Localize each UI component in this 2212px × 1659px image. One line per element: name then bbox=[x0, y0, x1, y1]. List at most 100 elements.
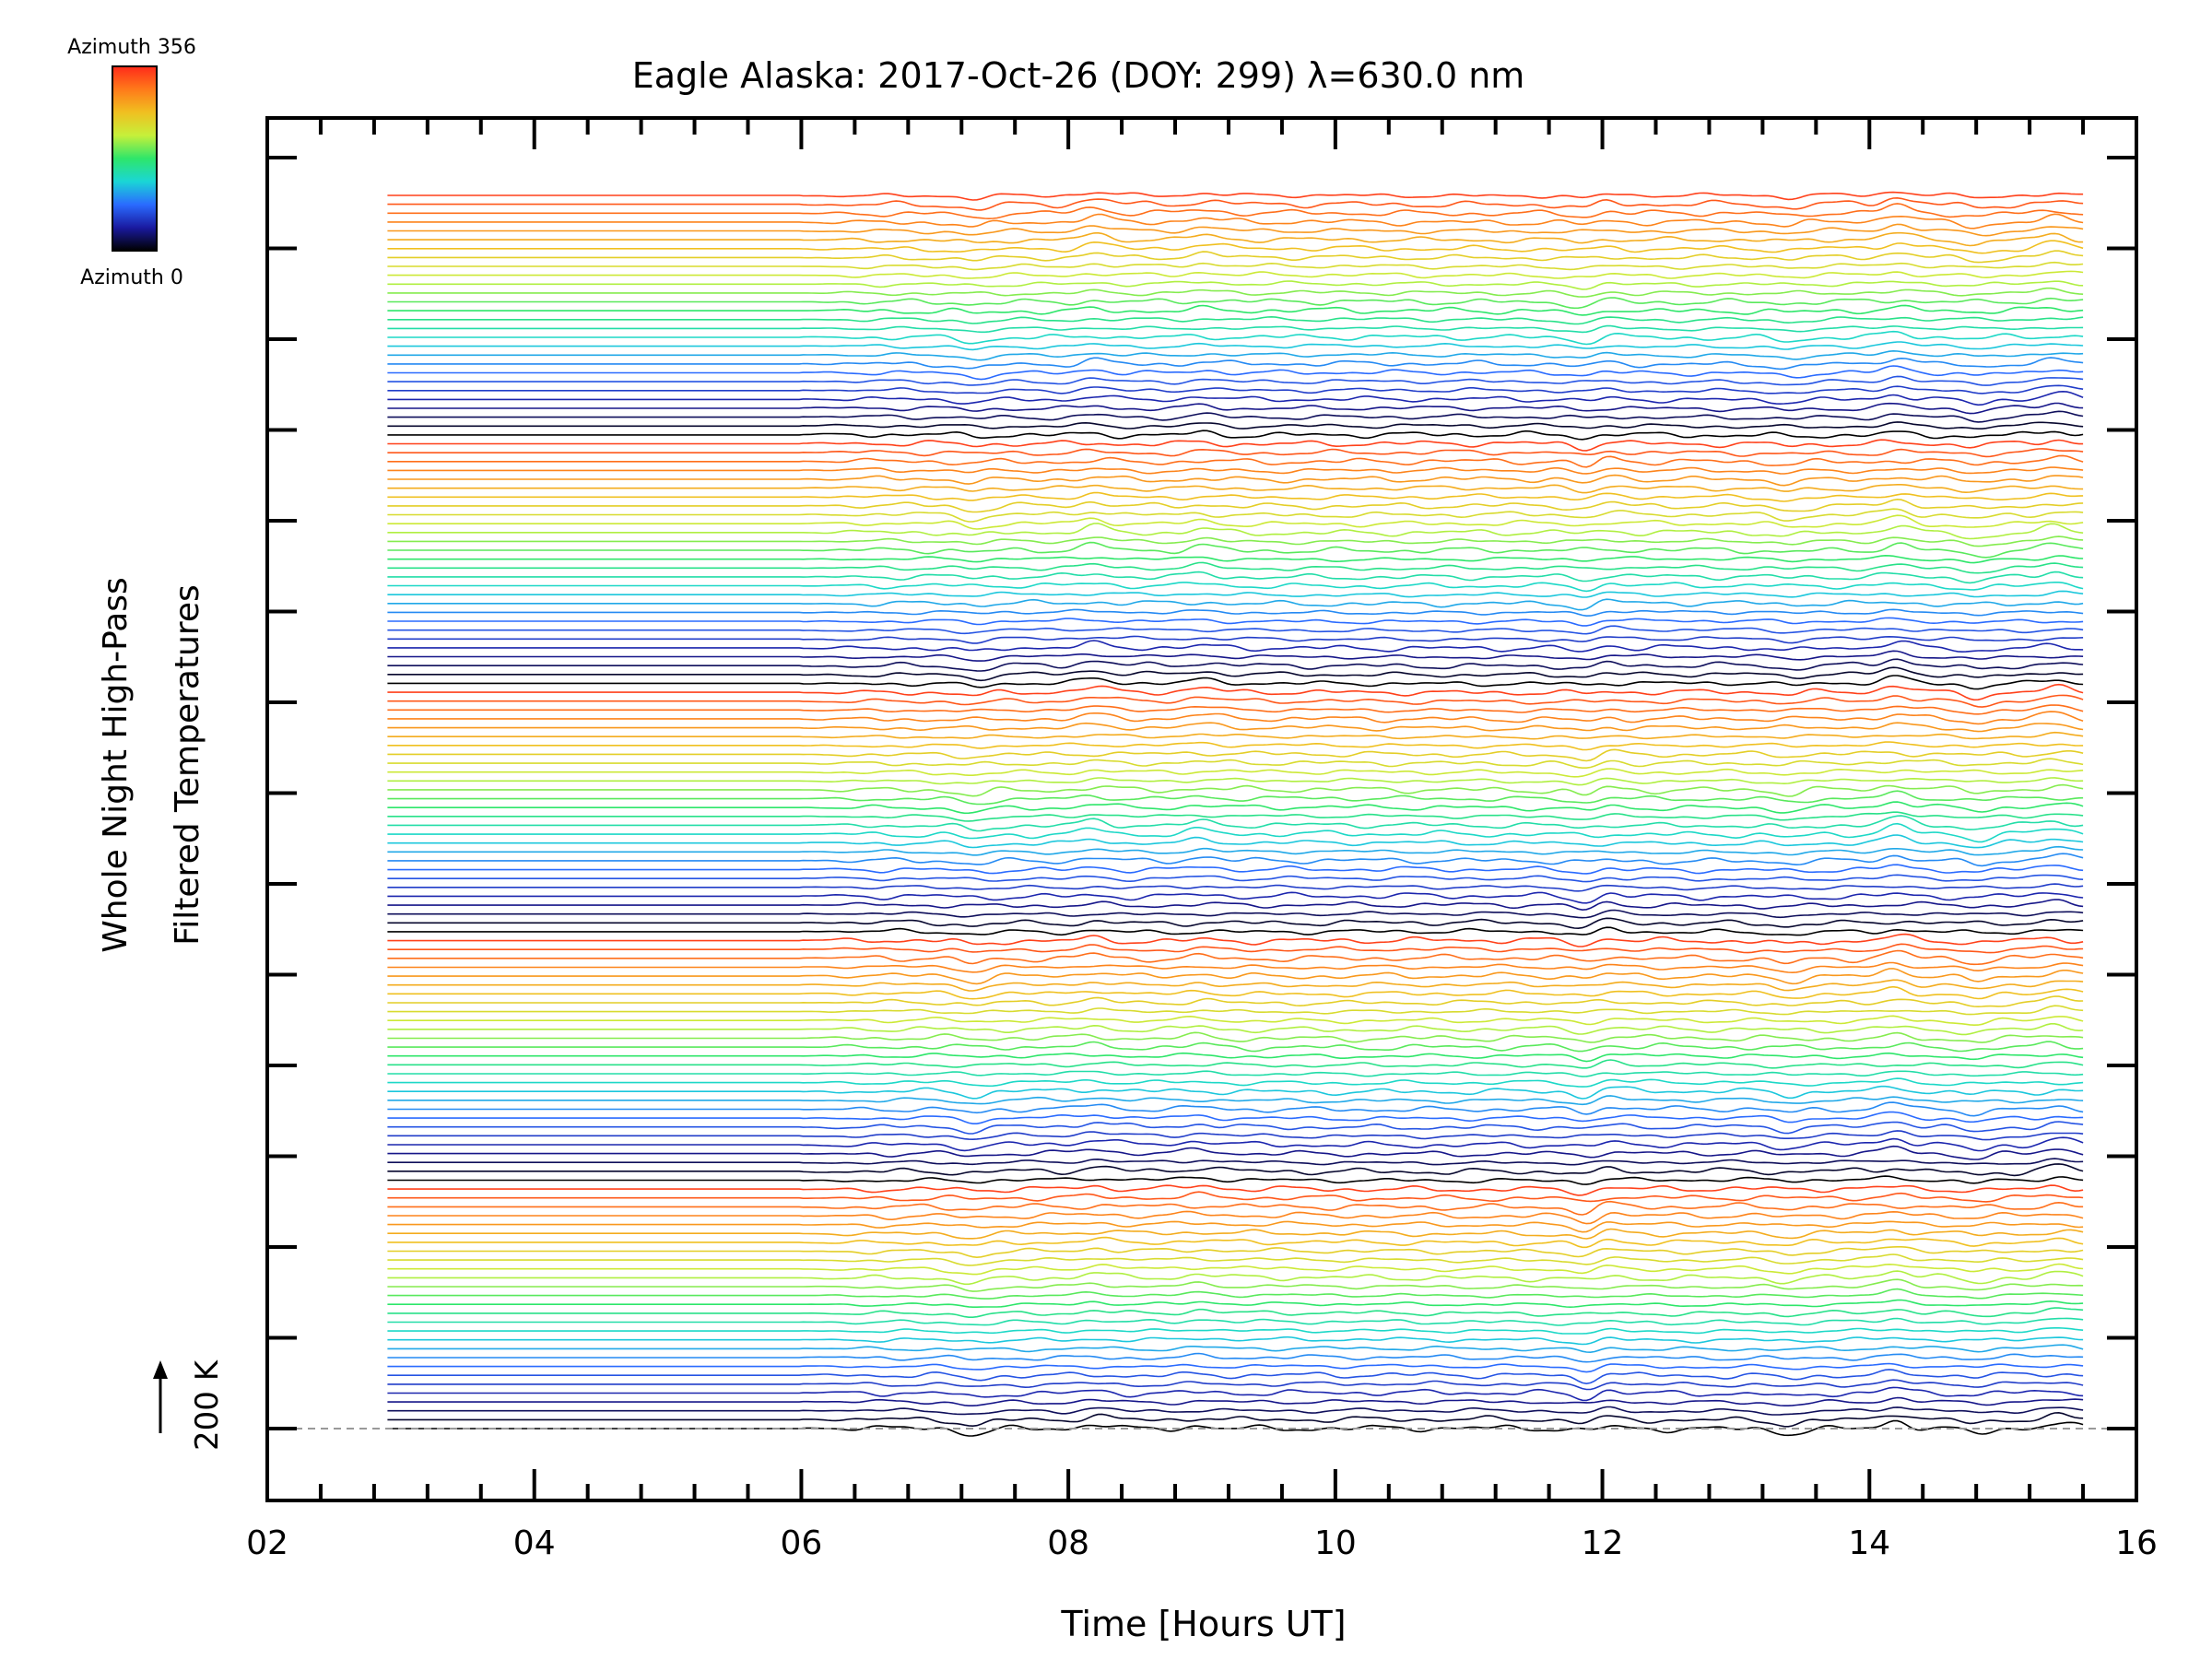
temperature-trace bbox=[387, 223, 2084, 237]
axis-ticks: 02 04 06 08 10 12 14 16 bbox=[246, 118, 2158, 1562]
chart-title: Eagle Alaska: 2017-Oct-26 (DOY: 299) λ=6… bbox=[632, 55, 1525, 96]
temperature-trace bbox=[387, 985, 2084, 1000]
temperature-trace bbox=[387, 341, 2084, 351]
temperature-trace bbox=[387, 1085, 2084, 1100]
colorbar-top-label: Azimuth 356 bbox=[67, 36, 196, 59]
temperature-trace bbox=[387, 1335, 2084, 1346]
temperature-trace bbox=[387, 917, 2084, 930]
x-tick-label: 16 bbox=[2115, 1524, 2158, 1562]
temperature-trace bbox=[387, 731, 2084, 740]
temperature-trace bbox=[387, 1111, 2084, 1124]
temperature-trace bbox=[387, 231, 2084, 247]
temperature-trace bbox=[387, 484, 2084, 494]
temperature-trace bbox=[387, 741, 2084, 751]
temperature-trace bbox=[387, 598, 2084, 611]
temperature-trace bbox=[387, 1175, 2084, 1185]
temperature-trace bbox=[387, 926, 2084, 936]
y-axis-label-line2: Filtered Temperatures bbox=[169, 584, 206, 946]
temperature-trace bbox=[387, 1419, 2084, 1437]
temperature-trace bbox=[387, 1327, 2084, 1335]
temperature-trace bbox=[387, 949, 2084, 966]
temperature-trace bbox=[387, 1352, 2084, 1363]
temperature-trace bbox=[387, 1200, 2084, 1216]
temperature-trace bbox=[387, 1130, 2084, 1141]
temperature-trace bbox=[387, 650, 2084, 662]
temperature-trace bbox=[387, 1191, 2084, 1203]
temperature-trace bbox=[387, 845, 2084, 856]
temperature-trace bbox=[387, 1121, 2084, 1135]
temperature-trace bbox=[387, 1136, 2084, 1152]
temperature-trace bbox=[387, 213, 2084, 229]
x-tick-label: 10 bbox=[1314, 1524, 1357, 1562]
temperature-trace bbox=[387, 1299, 2084, 1309]
temperature-trace bbox=[387, 582, 2084, 593]
x-tick-label: 08 bbox=[1047, 1524, 1089, 1562]
temperature-trace bbox=[387, 375, 2084, 386]
temperature-trace bbox=[387, 768, 2084, 778]
temperature-trace bbox=[387, 783, 2084, 797]
temperature-trace bbox=[387, 535, 2084, 547]
temperature-trace bbox=[387, 675, 2084, 690]
temperature-trace bbox=[387, 658, 2084, 672]
x-axis-label: Time [Hours UT] bbox=[1060, 1604, 1346, 1644]
temperature-trace bbox=[387, 1278, 2084, 1292]
temperature-trace bbox=[387, 748, 2084, 762]
temperature-trace bbox=[387, 1041, 2084, 1053]
x-tick-label: 12 bbox=[1582, 1524, 1624, 1562]
temperature-trace bbox=[387, 1095, 2084, 1106]
x-tick-label: 06 bbox=[781, 1524, 823, 1562]
temperature-trace bbox=[387, 390, 2084, 406]
temperature-trace bbox=[387, 1210, 2084, 1225]
temperature-trace bbox=[387, 790, 2084, 806]
temperature-trace bbox=[387, 1220, 2084, 1233]
temperature-trace bbox=[387, 280, 2084, 290]
temperature-trace bbox=[387, 694, 2084, 708]
y-axis-label-line1: Whole Night High-Pass bbox=[97, 577, 135, 953]
temperature-trace bbox=[387, 250, 2084, 264]
temperature-trace bbox=[387, 666, 2084, 682]
temperature-trace bbox=[387, 891, 2084, 904]
temperature-trace bbox=[387, 1101, 2084, 1117]
temperature-trace bbox=[387, 864, 2084, 875]
temperature-trace bbox=[387, 815, 2084, 832]
temperature-trace bbox=[387, 1077, 2084, 1088]
temperature-trace bbox=[387, 1411, 2084, 1428]
temperature-trace bbox=[387, 1379, 2084, 1391]
temperature-trace bbox=[387, 1070, 2084, 1077]
temperature-trace bbox=[387, 498, 2084, 513]
temperature-trace bbox=[387, 541, 2084, 559]
x-tick-label: 04 bbox=[513, 1524, 556, 1562]
temperature-trace bbox=[387, 261, 2084, 271]
temperature-trace bbox=[387, 1015, 2084, 1027]
temperature-trace bbox=[387, 635, 2084, 644]
temperature-trace bbox=[387, 1386, 2084, 1402]
temperature-trace bbox=[387, 625, 2084, 635]
temperature-trace bbox=[387, 365, 2084, 381]
temperature-trace bbox=[387, 1263, 2084, 1276]
temperature-trace bbox=[387, 508, 2084, 523]
temperature-trace bbox=[387, 853, 2084, 867]
temperature-trace bbox=[387, 191, 2084, 201]
x-tick-label: 02 bbox=[246, 1524, 288, 1562]
temperature-trace bbox=[387, 1031, 2084, 1043]
temperature-trace bbox=[387, 1005, 2084, 1016]
temperature-trace bbox=[387, 933, 2084, 947]
plot-frame bbox=[265, 116, 2138, 1502]
temperature-trace bbox=[387, 523, 2084, 540]
trace-group bbox=[387, 191, 2084, 1437]
scale-indicator: 200 K bbox=[153, 1359, 226, 1451]
temperature-trace bbox=[387, 1317, 2084, 1326]
temperature-trace bbox=[387, 439, 2084, 452]
temperature-trace bbox=[387, 1023, 2084, 1036]
temperature-trace bbox=[387, 514, 2084, 530]
temperature-trace bbox=[387, 1288, 2084, 1300]
temperature-trace bbox=[387, 834, 2084, 849]
temperature-trace bbox=[387, 554, 2084, 564]
temperature-trace bbox=[387, 1158, 2084, 1166]
temperature-trace bbox=[387, 454, 2084, 468]
temperature-trace bbox=[387, 822, 2084, 843]
colorbar: Azimuth 356 Azimuth 0 bbox=[67, 36, 196, 289]
temperature-trace bbox=[387, 561, 2084, 574]
temperature-trace bbox=[387, 315, 2084, 325]
